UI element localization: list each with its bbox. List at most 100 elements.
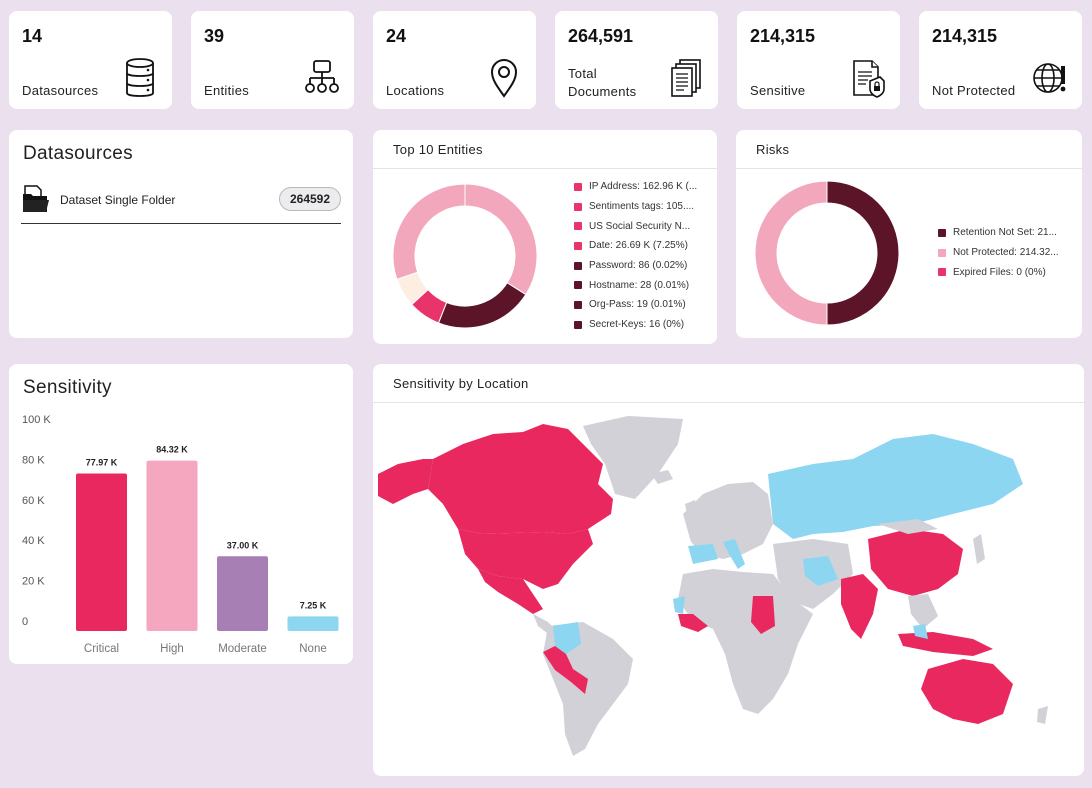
- legend-label: Password: 86 (0.02%): [589, 260, 688, 272]
- legend-label: Hostname: 28 (0.01%): [589, 279, 690, 291]
- bar-value-label: 84.32 K: [156, 445, 188, 455]
- legend-label: Secret-Keys: 16 (0%): [589, 319, 685, 331]
- map-region-new-zealand: [1037, 706, 1048, 724]
- kpi-label: Entities: [204, 83, 250, 98]
- map-region-japan: [973, 534, 985, 564]
- map-region-canada: [428, 424, 613, 534]
- hierarchy-icon: [305, 60, 339, 93]
- panel-divider: [373, 168, 717, 169]
- kpi-card-locations[interactable]: 24 Locations: [373, 11, 536, 109]
- kpi-label: Datasources: [22, 83, 99, 98]
- donut-slice-not-protected[interactable]: [754, 180, 828, 326]
- risks-donut-chart: [754, 180, 900, 326]
- bar-critical[interactable]: [76, 473, 127, 631]
- map-region-australia: [921, 659, 1013, 724]
- legend-item[interactable]: Date: 26.69 K (7.25%): [574, 236, 714, 256]
- legend-swatch: [938, 268, 946, 277]
- legend-swatch: [574, 320, 582, 329]
- documents-icon: [671, 59, 701, 97]
- bar-none[interactable]: [287, 616, 339, 631]
- kpi-value: 39: [204, 26, 225, 46]
- y-tick-label: 100 K: [22, 414, 51, 426]
- locked-document-icon: [853, 60, 885, 98]
- kpi-card-not-protected[interactable]: 214,315 Not Protected: [919, 11, 1082, 109]
- panel-title: Sensitivity: [23, 377, 112, 398]
- kpi-label: Not Protected: [932, 83, 1016, 98]
- legend-swatch: [938, 248, 946, 257]
- kpi-card-datasources[interactable]: 14 Datasources: [9, 11, 172, 109]
- sensitivity-bar-chart: 0 20 K 40 K 60 K 80 K 100 K 77.97 K Critical 84.…: [22, 414, 339, 655]
- datasource-count-badge: 264592: [279, 187, 341, 211]
- map-region-peru: [543, 646, 588, 694]
- legend-label: Date: 26.69 K (7.25%): [589, 240, 688, 252]
- map-region-sudan: [751, 596, 775, 634]
- legend-label: Not Protected: 214.32...: [953, 247, 1059, 259]
- map-region-indonesia: [898, 632, 993, 656]
- map-region-se-asia: [908, 594, 938, 629]
- legend-label: Sentiments tags: 105....: [589, 201, 695, 213]
- datasource-row[interactable]: Dataset Single Folder 264592: [21, 184, 341, 224]
- x-category-label: Critical: [84, 643, 119, 655]
- world-map[interactable]: [373, 364, 1084, 776]
- x-category-label: None: [299, 643, 327, 655]
- legend-swatch: [938, 228, 946, 237]
- legend-swatch: [574, 182, 582, 191]
- legend-label: Expired Files: 0 (0%): [953, 266, 1046, 278]
- map-region-iceland: [651, 470, 673, 484]
- map-region-west-africa: [678, 614, 708, 632]
- legend-item[interactable]: Org-Pass: 19 (0.01%): [574, 295, 714, 315]
- map-region-uk: [685, 500, 699, 524]
- map-region-mexico: [478, 569, 543, 614]
- map-region-alaska: [378, 459, 433, 504]
- x-category-label: High: [160, 643, 184, 655]
- kpi-card-entities[interactable]: 39 Entities: [191, 11, 354, 109]
- legend-label: IP Address: 162.96 K (...: [589, 181, 698, 193]
- entities-donut-chart: [392, 183, 538, 329]
- legend-swatch: [574, 202, 582, 211]
- legend-item[interactable]: Not Protected: 214.32...: [938, 243, 1072, 263]
- map-region-africa: [678, 569, 813, 714]
- panel-divider: [736, 168, 1082, 169]
- panel-title: Datasources: [23, 143, 133, 164]
- y-tick-label: 80 K: [22, 454, 45, 466]
- legend-item[interactable]: IP Address: 162.96 K (...: [574, 177, 714, 197]
- legend-item[interactable]: Expired Files: 0 (0%): [938, 262, 1072, 282]
- kpi-label: Sensitive: [750, 83, 806, 98]
- bar-moderate[interactable]: [217, 556, 268, 631]
- x-category-label: Moderate: [218, 643, 267, 655]
- kpi-value: 214,315: [750, 26, 816, 46]
- legend-item[interactable]: Secret-Keys: 16 (0%): [574, 315, 714, 335]
- map-region-china: [868, 529, 963, 596]
- y-tick-label: 20 K: [22, 576, 45, 588]
- donut-slice-ip-address[interactable]: [437, 282, 527, 329]
- legend-swatch: [574, 241, 582, 250]
- legend-item[interactable]: US Social Security N...: [574, 216, 714, 236]
- legend-item[interactable]: Sentiments tags: 105....: [574, 197, 714, 217]
- kpi-value: 264,591: [568, 26, 634, 46]
- datasource-name: Dataset Single Folder: [60, 193, 176, 207]
- legend-item[interactable]: Password: 86 (0.02%): [574, 256, 714, 276]
- donut-slice-retention-not-set[interactable]: [826, 180, 900, 326]
- map-region-mongolia: [878, 519, 938, 534]
- bar-high[interactable]: [146, 460, 198, 631]
- kpi-value: 24: [386, 26, 407, 46]
- entities-panel: Top 10 Entities IP Address: 162.96 K (..…: [373, 130, 717, 344]
- legend-swatch: [574, 300, 582, 309]
- legend-item[interactable]: Hostname: 28 (0.01%): [574, 275, 714, 295]
- kpi-card-sensitive[interactable]: 214,315 Sensitive: [737, 11, 900, 109]
- kpi-value: 14: [22, 26, 43, 46]
- map-region-russia: [768, 434, 1023, 539]
- donut-slice-sentiments-tags[interactable]: [464, 183, 538, 296]
- map-region-iran: [803, 556, 838, 586]
- legend-swatch: [574, 261, 582, 270]
- donut-slice-other[interactable]: [392, 183, 466, 280]
- legend-item[interactable]: Retention Not Set: 21...: [938, 223, 1072, 243]
- map-region-colombia: [553, 622, 581, 654]
- bar-value-label: 77.97 K: [86, 458, 118, 468]
- kpi-card-total-documents[interactable]: 264,591 Total Documents: [555, 11, 718, 109]
- risks-legend: Retention Not Set: 21... Not Protected: 2…: [938, 223, 1072, 282]
- y-tick-label: 60 K: [22, 495, 45, 507]
- legend-label: Org-Pass: 19 (0.01%): [589, 299, 686, 311]
- kpi-label: Total Documents: [568, 66, 637, 99]
- risks-panel: Risks Retention Not Set: 21... Not Protec…: [736, 130, 1082, 338]
